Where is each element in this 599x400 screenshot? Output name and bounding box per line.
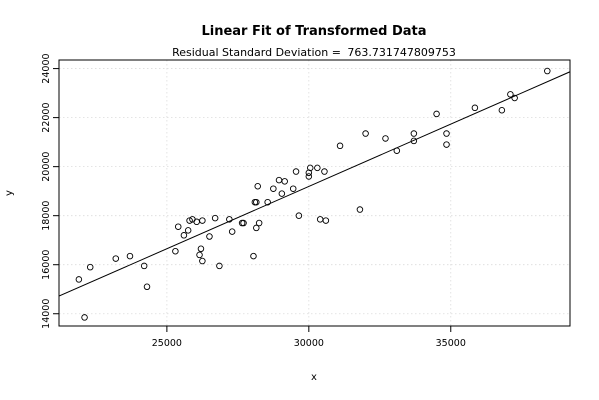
data-point — [507, 91, 514, 98]
data-point — [292, 168, 300, 175]
data-point — [498, 107, 506, 114]
subtitle-prefix: Residual Standard Deviation = — [172, 46, 344, 59]
y-tick-label: 18000 — [41, 201, 52, 231]
y-tick-label: 22000 — [41, 102, 52, 132]
data-point — [270, 185, 277, 192]
x-tick-label: 30000 — [294, 338, 324, 349]
data-point — [112, 255, 120, 262]
data-point — [322, 217, 330, 224]
data-point — [253, 198, 260, 206]
data-point — [240, 219, 247, 227]
data-point — [211, 214, 219, 222]
chart-subtitle: Residual Standard Deviation = 763.731747… — [172, 46, 456, 59]
data-point — [410, 137, 418, 145]
data-point — [253, 224, 260, 232]
data-point — [316, 216, 324, 223]
axes: 25000 30000 35000 14000 16000 18000 20000 22000… — [41, 53, 571, 349]
x-tick-label: 25000 — [152, 338, 182, 349]
data-point — [184, 227, 192, 234]
subtitle-value: 763.731747809753 — [347, 46, 455, 59]
data-point — [172, 247, 179, 255]
data-point — [433, 110, 440, 118]
data-point — [295, 212, 303, 219]
data-point — [199, 217, 206, 224]
data-point — [250, 252, 257, 260]
data-point — [275, 176, 283, 184]
data-point — [314, 164, 321, 172]
data-point — [180, 232, 188, 239]
grid-lines — [59, 60, 570, 326]
data-point — [382, 135, 389, 142]
plot-frame — [58, 59, 571, 327]
fit-line — [59, 71, 570, 297]
data-point — [143, 283, 151, 291]
data-point — [264, 198, 271, 206]
data-point — [216, 262, 223, 270]
data-point — [255, 219, 263, 227]
data-points — [75, 67, 551, 321]
data-point — [126, 252, 134, 260]
data-point — [199, 257, 206, 265]
data-point — [206, 233, 213, 240]
data-point — [336, 142, 344, 150]
data-point — [193, 218, 200, 226]
data-point — [511, 94, 518, 102]
data-point — [356, 206, 364, 213]
data-point — [75, 276, 83, 283]
data-point — [81, 314, 88, 321]
data-point — [321, 168, 328, 175]
data-point — [410, 130, 418, 137]
data-point — [86, 263, 94, 271]
y-tick-label: 20000 — [41, 152, 52, 182]
data-point — [278, 190, 286, 197]
data-point — [306, 164, 314, 172]
data-point — [197, 245, 205, 253]
x-axis-label: x — [311, 372, 317, 383]
data-point — [443, 130, 450, 137]
data-point — [471, 104, 479, 112]
y-axis-label: y — [4, 190, 15, 196]
data-point — [228, 228, 236, 235]
y-tick-label: 16000 — [41, 250, 52, 280]
data-point — [362, 130, 369, 137]
data-point — [289, 185, 297, 192]
data-point — [226, 216, 233, 223]
fit-line-group — [59, 71, 570, 297]
x-tick-label: 35000 — [436, 338, 466, 349]
data-point — [196, 251, 203, 259]
data-point — [393, 147, 401, 154]
y-tick-label: 24000 — [41, 53, 52, 83]
data-point — [305, 173, 313, 180]
data-point — [174, 223, 182, 230]
chart-title: Linear Fit of Transformed Data — [201, 24, 426, 39]
data-point — [443, 141, 450, 148]
data-point — [281, 178, 288, 185]
data-point — [254, 183, 261, 190]
y-tick-label: 14000 — [41, 299, 52, 329]
data-point — [140, 262, 148, 270]
data-point — [544, 67, 551, 75]
